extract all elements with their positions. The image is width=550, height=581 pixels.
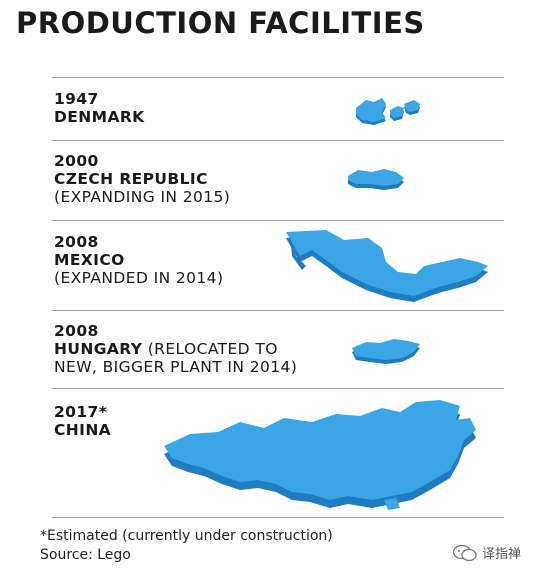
entry-country: CHINA: [54, 421, 112, 439]
entry-note: (EXPANDING IN 2015): [54, 188, 231, 206]
denmark-map-icon: [352, 92, 424, 126]
entry-year: 2000: [54, 152, 99, 170]
entry-country: MEXICO: [54, 251, 125, 269]
footer: *Estimated (currently under construction…: [40, 527, 333, 565]
source-note: Source: Lego: [40, 547, 131, 563]
china-map-icon: [160, 396, 500, 514]
entry-country: HUNGARY: [54, 340, 143, 358]
divider: [52, 140, 504, 141]
entry-denmark: 1947 DENMARK: [54, 90, 145, 126]
divider: [52, 517, 504, 518]
entry-czech-republic: 2000 CZECH REPUBLIC (EXPANDING IN 2015): [54, 152, 230, 206]
entry-china: 2017* CHINA: [54, 403, 111, 439]
divider: [52, 220, 504, 221]
wechat-icon: [452, 544, 478, 562]
divider: [52, 388, 504, 389]
divider: [52, 77, 504, 78]
entry-year: 1947: [54, 90, 99, 108]
entry-note-inline: (RELOCATED TO: [147, 340, 278, 358]
entry-year: 2008: [54, 233, 99, 251]
entry-country: CZECH REPUBLIC: [54, 170, 208, 188]
entry-note: (EXPANDED IN 2014): [54, 269, 224, 287]
entry-year: 2017*: [54, 403, 108, 421]
czech-republic-map-icon: [346, 166, 406, 192]
entry-mexico: 2008 MEXICO (EXPANDED IN 2014): [54, 233, 223, 287]
watermark: 译指禅: [452, 543, 521, 562]
entry-year: 2008: [54, 322, 99, 340]
page-title: PRODUCTION FACILITIES: [16, 6, 425, 40]
footnote: *Estimated (currently under construction…: [40, 528, 333, 544]
mexico-map-icon: [282, 226, 494, 306]
entry-note: NEW, BIGGER PLANT IN 2014): [54, 358, 298, 376]
watermark-text: 译指禅: [482, 547, 522, 562]
entry-hungary: 2008 HUNGARY (RELOCATED TO NEW, BIGGER P…: [54, 322, 297, 376]
hungary-map-icon: [350, 336, 422, 366]
entry-country: DENMARK: [54, 108, 145, 126]
divider: [52, 310, 504, 311]
